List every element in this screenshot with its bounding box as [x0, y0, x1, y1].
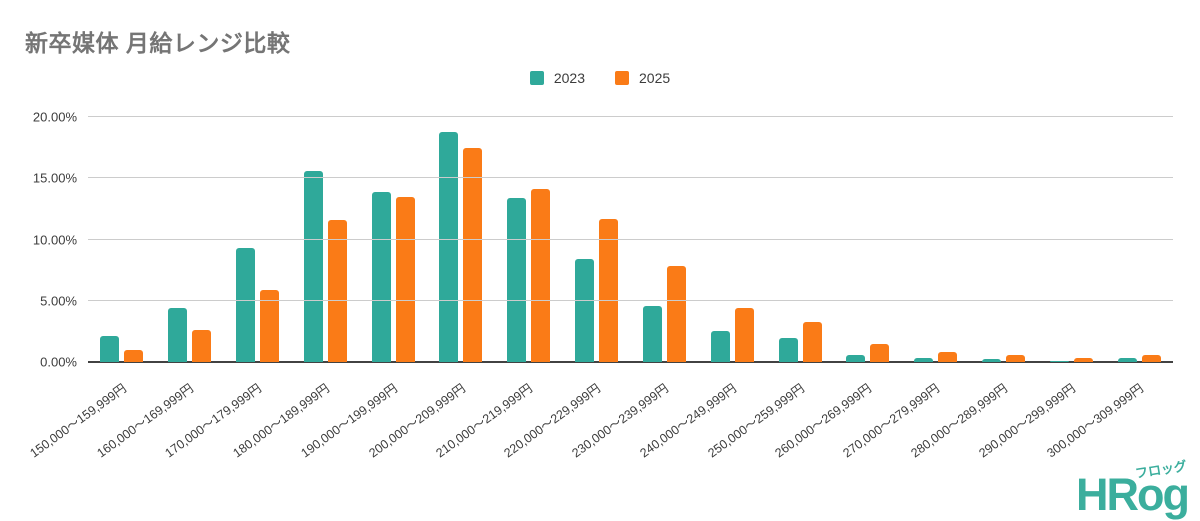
bar-group	[224, 117, 292, 362]
bar-2025[interactable]	[1005, 354, 1025, 362]
gridline	[88, 238, 1173, 240]
bar-2025[interactable]	[870, 343, 890, 362]
bar-2023[interactable]	[507, 197, 527, 362]
y-axis-tick: 15.00%	[32, 170, 77, 186]
bar-2023[interactable]	[439, 131, 459, 362]
hrog-logo-text: HRog	[1076, 469, 1190, 520]
bar-group	[88, 117, 156, 362]
bar-2025[interactable]	[734, 308, 754, 362]
bar-2025[interactable]	[463, 147, 483, 362]
chart-title: 新卒媒体 月給レンジ比較	[25, 30, 291, 56]
x-axis-labels: 150,000～159,999円 160,000～169,999円 170,000～…	[27, 366, 1173, 481]
y-axis-tick: 0.00%	[40, 354, 77, 370]
legend: 2023 2025	[0, 70, 1200, 86]
bar-2025[interactable]	[1073, 358, 1093, 362]
bar-2023[interactable]	[575, 259, 595, 362]
bar-2025[interactable]	[395, 196, 415, 362]
bar-group	[902, 117, 970, 362]
bar-2025[interactable]	[938, 352, 958, 362]
bar-2025[interactable]	[599, 218, 619, 362]
bar-2025[interactable]	[666, 266, 686, 362]
bar-2023[interactable]	[371, 191, 391, 362]
bar-2023[interactable]	[168, 308, 188, 362]
gridline	[88, 177, 1173, 179]
bar-2025[interactable]	[124, 349, 144, 362]
bar-group	[698, 117, 766, 362]
y-axis-tick: 5.00%	[40, 293, 77, 309]
bar-groups	[88, 117, 1173, 362]
gridline	[88, 299, 1173, 301]
legend-swatch-2023	[529, 71, 544, 85]
bar-group	[834, 117, 902, 362]
bar-2025[interactable]	[802, 321, 822, 362]
bar-group	[970, 117, 1038, 362]
bar-2025[interactable]	[260, 289, 280, 362]
bar-2023[interactable]	[846, 354, 866, 362]
bar-2023[interactable]	[642, 305, 662, 362]
bar-2023[interactable]	[778, 337, 798, 362]
bar-group	[427, 117, 495, 362]
bar-group	[766, 117, 834, 362]
bar-group	[156, 117, 224, 362]
bar-2023[interactable]	[236, 248, 256, 362]
bar-2025[interactable]	[1141, 354, 1161, 362]
bar-group	[291, 117, 359, 362]
y-axis-tick: 20.00%	[32, 109, 77, 125]
bar-group	[1105, 117, 1173, 362]
bar-group	[359, 117, 427, 362]
bar-2023[interactable]	[1117, 357, 1137, 362]
bar-group	[631, 117, 699, 362]
gridline	[88, 116, 1173, 117]
bar-2023[interactable]	[914, 357, 934, 362]
legend-item-2025: 2025	[615, 70, 670, 86]
bar-2023[interactable]	[981, 358, 1001, 362]
legend-swatch-2025	[615, 71, 629, 85]
bar-2025[interactable]	[192, 330, 212, 362]
bar-2025[interactable]	[327, 219, 347, 362]
bar-2023[interactable]	[303, 170, 323, 362]
legend-item-2023: 2023	[529, 70, 585, 86]
bar-group	[1037, 117, 1105, 362]
bar-2023[interactable]	[1049, 360, 1069, 362]
bar-2025[interactable]	[531, 189, 551, 362]
bar-2023[interactable]	[710, 331, 730, 362]
x-axis-line	[88, 361, 1173, 363]
legend-label-2023: 2023	[553, 70, 585, 86]
bar-group	[563, 117, 631, 362]
hrog-logo: フロッグ HRog	[1058, 455, 1190, 520]
legend-label-2025: 2025	[639, 70, 671, 86]
y-axis-tick: 10.00%	[32, 232, 77, 247]
bar-2023[interactable]	[100, 336, 120, 362]
plot-area: 0.00% 5.00% 10.00% 15.00% 20.00%	[33, 110, 1173, 370]
bar-group	[495, 117, 563, 362]
